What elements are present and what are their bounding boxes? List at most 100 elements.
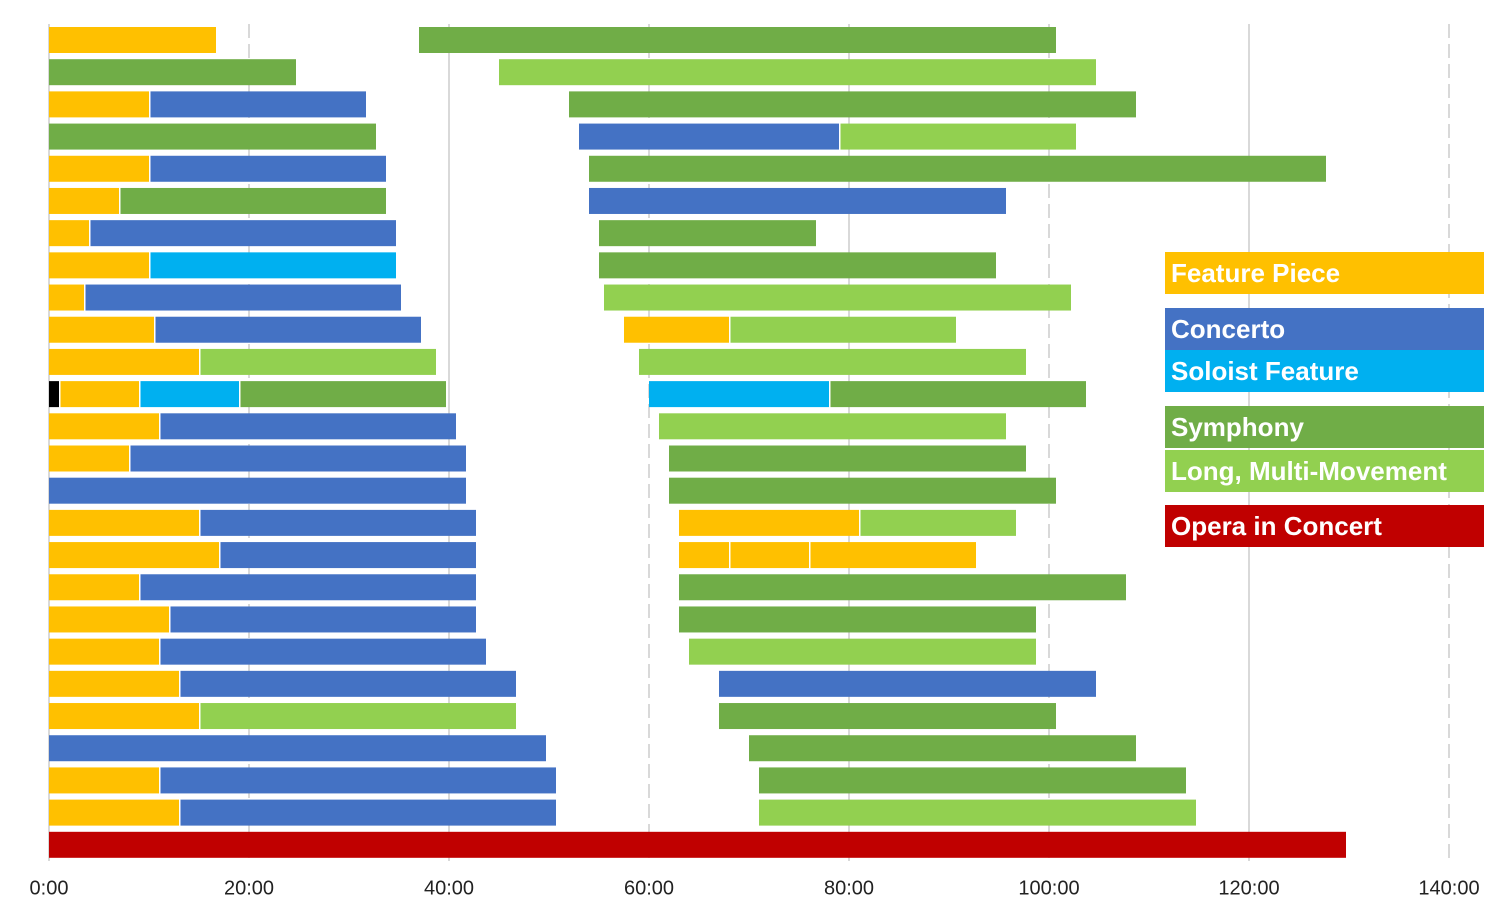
bar-segment xyxy=(669,445,1026,472)
bar-segment xyxy=(170,606,476,633)
bar-segment xyxy=(140,574,476,601)
bar-segment xyxy=(49,59,296,86)
bar-segment xyxy=(649,381,829,408)
legend-swatch xyxy=(1165,350,1484,392)
bar-segment xyxy=(624,316,729,343)
bar-segment xyxy=(150,252,396,279)
bar-segment xyxy=(679,574,1126,601)
x-tick-label: 20:00 xyxy=(224,877,274,899)
bar-segment xyxy=(49,670,179,697)
bar-segment xyxy=(49,477,466,504)
legend-label: Opera in Concert xyxy=(1171,511,1382,541)
legend-swatch xyxy=(1165,505,1484,547)
bar-segment xyxy=(49,348,199,375)
legend-item: Soloist Feature xyxy=(1165,350,1484,392)
x-tick-label: 60:00 xyxy=(624,877,674,899)
bar-segment xyxy=(49,542,219,569)
bar-segment xyxy=(60,381,139,408)
bar-segment xyxy=(155,316,421,343)
legend-label: Long, Multi-Movement xyxy=(1171,456,1447,486)
bar-segment xyxy=(160,767,556,794)
bar-segment xyxy=(180,799,556,826)
bar-segment xyxy=(49,767,159,794)
bar-segment xyxy=(840,123,1076,150)
bar-segment xyxy=(49,123,376,150)
bar-segment xyxy=(240,381,446,408)
bar-segment xyxy=(120,187,386,214)
bar-segment xyxy=(49,413,159,440)
legend-item: Opera in Concert xyxy=(1165,505,1484,547)
bar-segment xyxy=(200,703,516,730)
x-tick-label: 100:00 xyxy=(1018,877,1079,899)
bar-segment xyxy=(599,220,816,247)
legend-label: Feature Piece xyxy=(1171,258,1340,288)
bar-segment xyxy=(150,155,386,182)
bar-segment xyxy=(679,509,859,536)
bar-segment xyxy=(49,509,199,536)
bar-segment xyxy=(200,509,476,536)
bar-segment xyxy=(160,413,456,440)
bar-segment xyxy=(85,284,401,311)
legend-item: Concerto xyxy=(1165,308,1484,350)
bar-segment xyxy=(49,252,149,279)
bar-segment xyxy=(49,91,149,118)
bar-segment xyxy=(759,767,1186,794)
bar-segment xyxy=(589,155,1326,182)
bar-segment xyxy=(689,638,1036,665)
bar-segment xyxy=(679,606,1036,633)
bar-segment xyxy=(49,638,159,665)
bar-segment xyxy=(830,381,1086,408)
bar-segment xyxy=(49,735,546,762)
bar-segment xyxy=(90,220,396,247)
bar-segment xyxy=(49,606,169,633)
bar-segment xyxy=(419,27,1056,53)
bar-segment xyxy=(49,284,84,311)
bar-segment xyxy=(749,735,1136,762)
bar-segment xyxy=(679,542,729,569)
x-tick-label: 0:00 xyxy=(30,877,69,899)
legend-swatch xyxy=(1165,308,1484,350)
legend-label: Soloist Feature xyxy=(1171,356,1359,386)
legend-item: Long, Multi-Movement xyxy=(1165,450,1484,492)
bar-segment xyxy=(669,477,1056,504)
x-tick-label: 120:00 xyxy=(1218,877,1279,899)
bar-segment xyxy=(499,59,1096,86)
bar-segment xyxy=(639,348,1026,375)
bar-segment xyxy=(49,831,1346,858)
bar-segment xyxy=(49,703,199,730)
bar-segment xyxy=(719,670,1096,697)
bar-segment xyxy=(759,799,1196,826)
legend-swatch xyxy=(1165,406,1484,448)
bar-segment xyxy=(49,187,119,214)
bar-segment xyxy=(130,445,466,472)
bar-segment xyxy=(730,542,809,569)
legend-label: Concerto xyxy=(1171,314,1285,344)
legend-item: Symphony xyxy=(1165,406,1484,448)
bar-segment xyxy=(719,703,1056,730)
bar-segment xyxy=(579,123,839,150)
bar-segment xyxy=(49,574,139,601)
bar-segment xyxy=(180,670,516,697)
bar-segment xyxy=(140,381,239,408)
legend-item: Feature Piece xyxy=(1165,252,1484,294)
x-tick-label: 140:00 xyxy=(1418,877,1479,899)
bar-segment xyxy=(220,542,476,569)
bar-segment xyxy=(160,638,486,665)
bar-segment xyxy=(49,799,179,826)
bar-segment xyxy=(150,91,366,118)
bar-segment xyxy=(49,381,59,408)
bar-segment xyxy=(810,542,976,569)
bar-segment xyxy=(589,187,1006,214)
x-tick-label: 80:00 xyxy=(824,877,874,899)
bar-segment xyxy=(49,220,89,247)
bar-segment xyxy=(860,509,1016,536)
legend-swatch xyxy=(1165,450,1484,492)
legend-swatch xyxy=(1165,252,1484,294)
bar-segment xyxy=(604,284,1071,311)
legend-label: Symphony xyxy=(1171,412,1304,442)
bar-segment xyxy=(49,27,216,53)
bar-segment xyxy=(569,91,1136,118)
bar-segment xyxy=(659,413,1006,440)
bar-segment xyxy=(49,155,149,182)
